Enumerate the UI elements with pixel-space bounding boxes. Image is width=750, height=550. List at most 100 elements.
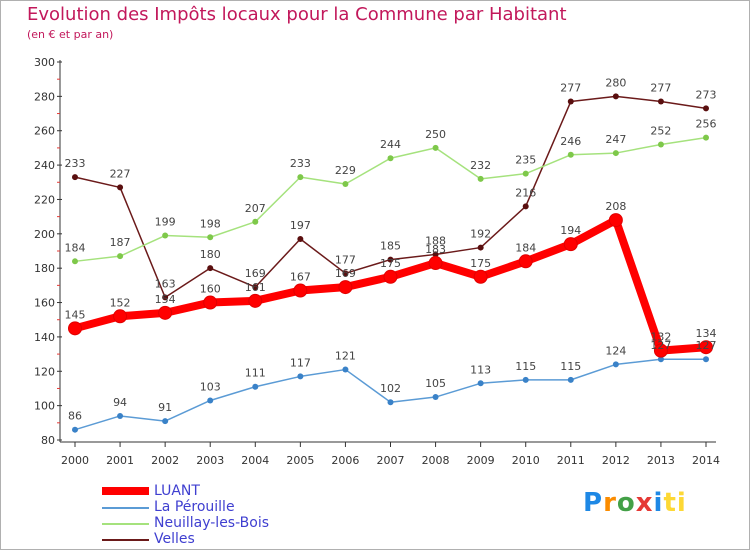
data-label-la-perouille-2014: 127 <box>696 339 717 352</box>
point-la-perouille-2004 <box>252 383 259 390</box>
data-label-neuillay-les-bois-2010: 235 <box>515 154 536 167</box>
x-tick-label: 2005 <box>286 454 314 467</box>
point-neuillay-les-bois-2004 <box>252 218 259 225</box>
point-luant-2004 <box>248 293 263 308</box>
point-velles-2000 <box>72 174 78 181</box>
data-label-velles-2009: 192 <box>470 228 491 241</box>
point-luant-2007 <box>383 269 398 284</box>
point-luant-2002 <box>158 305 173 320</box>
data-label-neuillay-les-bois-2001: 187 <box>110 236 131 249</box>
data-label-la-perouille-2005: 117 <box>290 356 311 369</box>
data-label-la-perouille-2001: 94 <box>113 396 127 409</box>
data-label-velles-2013: 277 <box>650 82 671 95</box>
point-velles-2003 <box>207 265 214 272</box>
point-luant-2001 <box>113 309 128 324</box>
point-velles-2012 <box>612 93 619 100</box>
point-la-perouille-2011 <box>567 376 574 383</box>
point-la-perouille-2005 <box>297 373 304 380</box>
data-label-velles-2004: 169 <box>245 267 266 280</box>
y-tick-label: 160 <box>34 297 55 310</box>
y-tick-label: 300 <box>34 56 55 69</box>
data-label-la-perouille-2013: 127 <box>650 339 671 352</box>
data-label-neuillay-les-bois-2004: 207 <box>245 202 266 215</box>
data-label-luant-2000: 145 <box>65 308 86 321</box>
axes: 80 100 120 140 160 180 200 220 240 260 280 300 2000 2… <box>34 56 720 467</box>
data-label-luant-2009: 175 <box>470 257 491 270</box>
point-luant-2011 <box>563 237 578 252</box>
point-velles-2002 <box>162 294 169 301</box>
data-label-neuillay-les-bois-2002: 199 <box>155 216 176 229</box>
point-luant-2009 <box>473 269 488 284</box>
y-tick-label: 200 <box>34 228 55 241</box>
data-label-neuillay-les-bois-2011: 246 <box>560 135 581 148</box>
point-neuillay-les-bois-2010 <box>522 170 529 177</box>
point-la-perouille-2009 <box>477 380 484 387</box>
data-label-neuillay-les-bois-2005: 233 <box>290 157 311 170</box>
data-label-luant-2011: 194 <box>560 224 581 237</box>
point-velles-2005 <box>297 235 304 242</box>
y-tick-label: 240 <box>34 159 55 172</box>
data-label-luant-2002: 154 <box>155 293 176 306</box>
legend-label-velles: Velles <box>154 531 195 547</box>
data-label-velles-2006: 177 <box>335 253 356 266</box>
point-luant-2012 <box>608 213 623 228</box>
data-label-velles-2000: 233 <box>65 157 86 170</box>
data-label-velles-2007: 185 <box>380 240 401 253</box>
data-label-neuillay-les-bois-2008: 250 <box>425 128 446 141</box>
point-neuillay-les-bois-2008 <box>432 144 439 151</box>
point-la-perouille-2014 <box>703 356 709 363</box>
point-velles-2014 <box>703 105 709 112</box>
point-luant-2008 <box>428 256 443 271</box>
x-tick-label: 2009 <box>467 454 495 467</box>
y-tick-label: 260 <box>34 125 55 138</box>
data-label-luant-2008: 183 <box>425 243 446 256</box>
point-velles-2010 <box>522 203 529 210</box>
point-luant-2014 <box>699 340 713 355</box>
point-luant-2010 <box>518 254 533 269</box>
point-velles-2013 <box>657 98 664 105</box>
data-label-neuillay-les-bois-2003: 198 <box>200 217 221 230</box>
point-velles-2007 <box>387 256 394 263</box>
data-label-neuillay-les-bois-2009: 232 <box>470 159 491 172</box>
data-label-luant-2007: 175 <box>380 257 401 270</box>
x-tick-label: 2001 <box>106 454 134 467</box>
legend-swatch-neuillay-les-bois <box>102 523 149 525</box>
data-label-la-perouille-2007: 102 <box>380 382 401 395</box>
point-neuillay-les-bois-2001 <box>117 253 124 260</box>
point-neuillay-les-bois-2012 <box>612 150 619 157</box>
x-tick-label: 2006 <box>331 454 359 467</box>
data-label-la-perouille-2010: 115 <box>515 360 536 373</box>
series-layer <box>68 93 713 433</box>
chart-subtitle: (en € et par an) <box>27 28 114 41</box>
y-tick-label: 140 <box>34 331 55 344</box>
point-velles-2004 <box>252 284 259 291</box>
data-label-neuillay-les-bois-2012: 247 <box>605 133 626 146</box>
point-la-perouille-2012 <box>612 361 619 368</box>
data-label-velles-2002: 163 <box>155 277 176 290</box>
x-tick-label: 2011 <box>557 454 585 467</box>
x-tick-label: 2000 <box>61 454 89 467</box>
data-label-neuillay-les-bois-2000: 184 <box>65 241 86 254</box>
legend-swatch-velles <box>102 539 149 541</box>
data-label-velles-2014: 273 <box>696 88 717 101</box>
point-la-perouille-2010 <box>522 376 529 383</box>
data-label-velles-2012: 280 <box>605 76 626 89</box>
point-la-perouille-2008 <box>432 394 439 401</box>
legend-label-la-perouille: La Pérouille <box>154 499 235 515</box>
point-luant-2003 <box>203 295 218 310</box>
data-label-la-perouille-2003: 103 <box>200 380 221 393</box>
point-neuillay-les-bois-2000 <box>72 258 78 265</box>
proxiti-logo: Proxiti <box>583 488 687 518</box>
point-luant-2005 <box>293 283 308 298</box>
point-luant-2013 <box>653 343 668 358</box>
data-label-luant-2001: 152 <box>110 296 131 309</box>
data-label-la-perouille-2000: 86 <box>68 410 82 423</box>
x-tick-label: 2010 <box>512 454 540 467</box>
point-la-perouille-2006 <box>342 366 349 373</box>
point-la-perouille-2002 <box>162 418 169 425</box>
data-label-velles-2011: 277 <box>560 82 581 95</box>
data-label-luant-2006: 169 <box>335 267 356 280</box>
point-neuillay-les-bois-2013 <box>657 141 664 148</box>
data-label-luant-2012: 208 <box>605 200 626 213</box>
